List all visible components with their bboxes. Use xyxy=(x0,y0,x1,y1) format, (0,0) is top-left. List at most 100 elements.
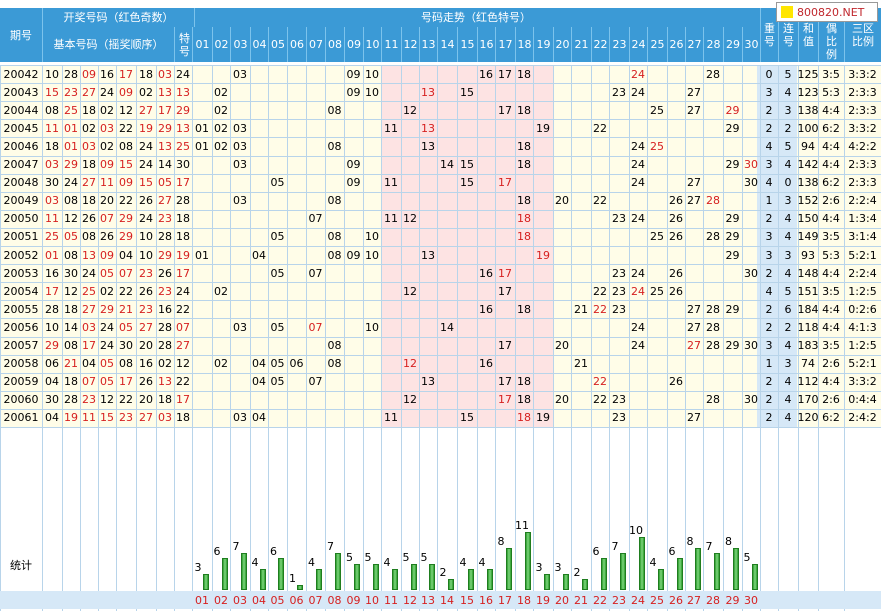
trend-number: 18 xyxy=(517,302,531,316)
trend-number: 05 xyxy=(270,375,285,389)
header-period: 期号 xyxy=(0,8,42,62)
trend-number: 12 xyxy=(403,393,417,407)
basic-number: 10 xyxy=(45,320,59,334)
sum-value: 120 xyxy=(797,411,819,425)
basic-number: 25 xyxy=(82,284,96,298)
basic-number: 03 xyxy=(82,139,96,153)
grid-line xyxy=(287,65,288,611)
basic-number: 26 xyxy=(139,375,153,389)
grid-line xyxy=(98,65,99,611)
basic-number: 29 xyxy=(158,248,172,262)
zones-value: 2:4:2 xyxy=(848,411,877,425)
basic-number: 18 xyxy=(139,67,153,81)
grid-line xyxy=(325,65,326,611)
basic-number: 09 xyxy=(119,176,133,190)
trend-number: 02 xyxy=(214,139,228,153)
grid-line xyxy=(156,65,157,611)
basic-number: 19 xyxy=(64,411,78,425)
basic-number: 03 xyxy=(158,411,172,425)
basic-number: 27 xyxy=(82,85,96,99)
trend-number: 14 xyxy=(440,158,454,172)
grid-line xyxy=(723,65,724,611)
stat-count: 6 xyxy=(213,545,221,559)
consec-value: 4 xyxy=(784,85,792,99)
trend-col-11: 11 xyxy=(381,27,401,62)
basic-number: 14 xyxy=(64,320,78,334)
basic-number: 18 xyxy=(82,103,96,117)
trend-number: 18 xyxy=(517,393,531,407)
trend-number: 24 xyxy=(631,266,645,280)
consec-value: 5 xyxy=(784,139,792,153)
repeat-value: 4 xyxy=(765,176,773,190)
grid-line xyxy=(0,173,881,175)
repeat-value: 3 xyxy=(765,85,773,99)
period-cell: 20056 xyxy=(3,320,39,334)
grid-line xyxy=(591,65,592,611)
trend-number: 22 xyxy=(593,194,607,208)
consec-value: 4 xyxy=(784,339,792,353)
grid-line xyxy=(0,83,881,85)
trend-number: 23 xyxy=(612,284,626,298)
basic-number: 23 xyxy=(139,302,153,316)
footer-col-13: 13 xyxy=(421,594,435,607)
basic-number: 22 xyxy=(119,284,133,298)
trend-number: 07 xyxy=(308,375,323,389)
basic-number: 01 xyxy=(64,139,78,153)
trend-number: 27 xyxy=(687,85,701,99)
footer-col-25: 25 xyxy=(650,594,664,607)
trend-number: 21 xyxy=(574,357,588,371)
basic-number: 28 xyxy=(158,339,172,353)
trend-number: 24 xyxy=(631,85,645,99)
basic-number: 18 xyxy=(82,158,96,172)
zones-value: 3:3:2 xyxy=(848,67,877,81)
header-basic: 基本号码（摇奖顺序） xyxy=(42,27,174,62)
oddeven-value: 6:2 xyxy=(822,411,840,425)
basic-number: 27 xyxy=(82,302,96,316)
trend-number: 08 xyxy=(327,139,342,153)
trend-col-18: 18 xyxy=(515,27,533,62)
trend-number: 17 xyxy=(498,67,512,81)
grid-line xyxy=(844,65,845,611)
stat-bar xyxy=(562,574,569,590)
trend-number: 20 xyxy=(555,339,569,353)
trend-col-09: 09 xyxy=(344,27,363,62)
repeat-value: 2 xyxy=(765,393,773,407)
oddeven-value: 4:4 xyxy=(822,375,840,389)
repeat-value: 3 xyxy=(765,158,773,172)
basic-number: 28 xyxy=(64,67,78,81)
footer-col-19: 19 xyxy=(536,594,550,607)
basic-number: 05 xyxy=(100,357,114,371)
basic-number: 15 xyxy=(139,176,153,190)
trend-number: 29 xyxy=(725,339,740,353)
trend-number: 27 xyxy=(687,320,701,334)
basic-number: 02 xyxy=(100,284,114,298)
site-watermark: 800820.NET xyxy=(776,2,878,22)
basic-number: 18 xyxy=(82,194,96,208)
stat-count: 4 xyxy=(459,555,467,569)
basic-number: 04 xyxy=(119,248,133,262)
trend-number: 18 xyxy=(517,67,531,81)
stat-count: 7 xyxy=(232,539,240,553)
sum-value: 112 xyxy=(797,375,819,389)
period-cell: 20048 xyxy=(3,176,39,190)
trend-number: 18 xyxy=(517,139,531,153)
footer-col-05: 05 xyxy=(270,594,285,607)
basic-number: 05 xyxy=(100,266,114,280)
basic-number: 02 xyxy=(100,103,114,117)
stat-count: 7 xyxy=(705,539,713,553)
stat-count: 5 xyxy=(346,550,353,564)
special-number: 28 xyxy=(176,194,190,208)
trend-number: 30 xyxy=(744,339,758,353)
grid-line xyxy=(553,65,554,611)
sum-value: 152 xyxy=(797,194,819,208)
trend-number: 23 xyxy=(612,411,626,425)
footer-col-18: 18 xyxy=(517,594,531,607)
stat-count: 5 xyxy=(364,550,372,564)
repeat-value: 2 xyxy=(765,320,773,334)
basic-number: 03 xyxy=(100,121,114,135)
basic-number: 20 xyxy=(139,339,153,353)
trend-col-14: 14 xyxy=(437,27,457,62)
basic-number: 02 xyxy=(82,121,96,135)
trend-number: 18 xyxy=(517,230,531,244)
repeat-value: 2 xyxy=(765,121,773,135)
